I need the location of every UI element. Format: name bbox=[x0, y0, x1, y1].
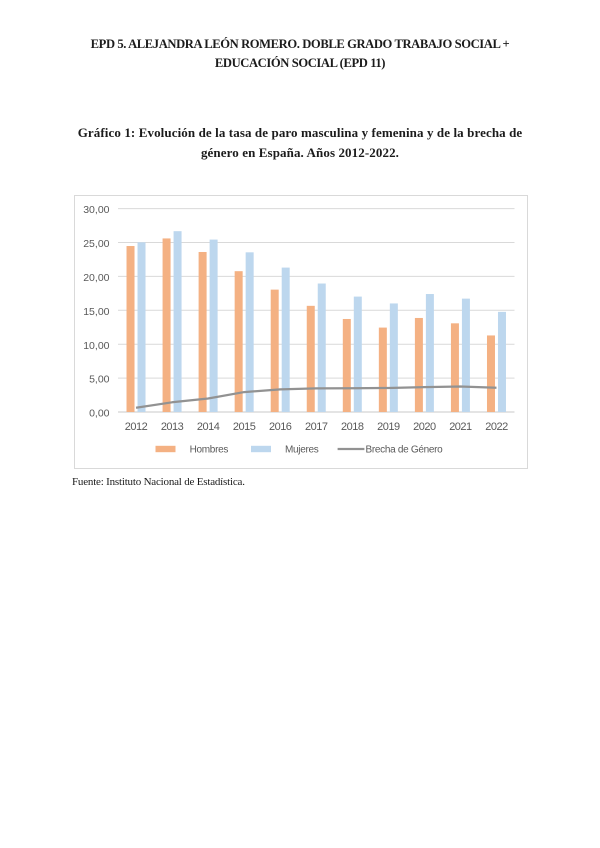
svg-text:0,00: 0,00 bbox=[89, 408, 110, 420]
svg-text:2013: 2013 bbox=[161, 421, 184, 433]
svg-text:2016: 2016 bbox=[269, 421, 292, 433]
svg-text:2012: 2012 bbox=[125, 421, 148, 433]
svg-text:30,00: 30,00 bbox=[83, 204, 109, 216]
svg-text:Hombres: Hombres bbox=[190, 445, 229, 456]
svg-text:5,00: 5,00 bbox=[89, 374, 110, 386]
svg-text:2018: 2018 bbox=[341, 421, 364, 433]
svg-text:Brecha de Género: Brecha de Género bbox=[366, 445, 444, 456]
svg-text:20,00: 20,00 bbox=[83, 272, 109, 284]
svg-text:2020: 2020 bbox=[413, 421, 436, 433]
svg-text:Mujeres: Mujeres bbox=[285, 445, 319, 456]
svg-text:2014: 2014 bbox=[197, 421, 220, 433]
svg-text:2021: 2021 bbox=[449, 421, 472, 433]
svg-text:2022: 2022 bbox=[485, 421, 508, 433]
svg-text:25,00: 25,00 bbox=[83, 238, 109, 250]
svg-text:2019: 2019 bbox=[377, 421, 400, 433]
svg-text:2015: 2015 bbox=[233, 421, 256, 433]
svg-text:10,00: 10,00 bbox=[83, 340, 109, 352]
svg-text:15,00: 15,00 bbox=[83, 306, 109, 318]
svg-text:2017: 2017 bbox=[305, 421, 328, 433]
